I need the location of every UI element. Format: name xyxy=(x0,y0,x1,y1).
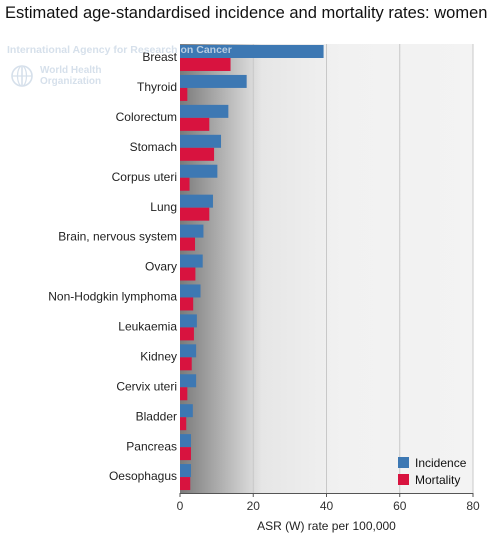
incidence-bar xyxy=(180,284,201,298)
chart-title: Estimated age-standardised incidence and… xyxy=(5,4,487,22)
legend-label-mortality: Mortality xyxy=(415,472,461,487)
mortality-bar xyxy=(180,297,194,311)
bars xyxy=(180,45,324,491)
legend-swatch-mortality xyxy=(398,474,409,485)
who-name-line1: World Health xyxy=(40,65,102,76)
mortality-bar xyxy=(180,267,196,281)
category-label: Breast xyxy=(142,50,177,64)
category-labels: Breast Thyroid Colorectum Stomach Corpus ute… xyxy=(48,50,177,483)
incidence-bar xyxy=(180,74,247,88)
x-tick-label: 60 xyxy=(393,499,407,513)
category-label: Non-Hodgkin lymphoma xyxy=(48,290,177,304)
category-label: Leukaemia xyxy=(118,320,177,334)
incidence-bar xyxy=(180,464,191,478)
category-label: Bladder xyxy=(136,409,177,423)
incidence-bar xyxy=(180,434,191,448)
mortality-bar xyxy=(180,117,210,131)
x-axis-label: ASR (W) rate per 100,000 xyxy=(257,519,396,533)
x-tick-label: 20 xyxy=(247,499,261,513)
category-label: Thyroid xyxy=(137,80,177,94)
legend: Incidence Mortality xyxy=(398,454,466,488)
category-label: Brain, nervous system xyxy=(58,230,177,244)
category-label: Colorectum xyxy=(116,110,177,124)
category-label: Kidney xyxy=(140,349,177,363)
incidence-bar xyxy=(180,134,222,148)
incidence-bar xyxy=(180,254,203,268)
category-label: Oesophagus xyxy=(109,469,177,483)
category-label: Lung xyxy=(150,200,177,214)
iarc-agency-name: International Agency for Research on Can… xyxy=(7,44,232,56)
mortality-bar xyxy=(180,327,194,341)
who-emblem-icon xyxy=(11,65,33,87)
x-tick-label: 0 xyxy=(177,499,184,513)
x-tick-label: 80 xyxy=(466,499,480,513)
who-logo: International Agency for Research on Can… xyxy=(4,44,232,94)
incidence-bar xyxy=(180,404,193,418)
mortality-bar xyxy=(180,237,196,251)
incidence-bar xyxy=(180,104,229,118)
category-label: Corpus uteri xyxy=(112,170,177,184)
mortality-bar xyxy=(180,58,231,71)
category-label: Pancreas xyxy=(126,439,177,453)
who-name-line2: Organization xyxy=(40,76,102,87)
incidence-bar xyxy=(180,224,204,238)
category-label: Stomach xyxy=(130,140,177,154)
mortality-bar xyxy=(180,147,215,161)
legend-item-incidence: Incidence xyxy=(398,454,466,471)
mortality-bar xyxy=(180,177,190,191)
category-label: Cervix uteri xyxy=(116,379,177,393)
mortality-bar xyxy=(180,87,188,101)
incidence-bar xyxy=(180,344,197,358)
mortality-bar xyxy=(180,477,191,491)
mortality-bar xyxy=(180,387,188,401)
legend-swatch-incidence xyxy=(398,457,409,468)
x-tick-labels: 0 20 40 60 80 xyxy=(177,493,480,513)
mortality-bar xyxy=(180,357,192,371)
legend-label-incidence: Incidence xyxy=(415,455,467,470)
category-label: Ovary xyxy=(145,260,177,274)
incidence-bar xyxy=(180,45,324,58)
mortality-bar xyxy=(180,417,187,431)
gridlines xyxy=(252,44,474,493)
mortality-bar xyxy=(180,447,191,461)
incidence-bar xyxy=(180,374,197,388)
incidence-bar xyxy=(180,194,213,208)
incidence-bar xyxy=(180,314,197,328)
mortality-bar xyxy=(180,207,210,221)
legend-item-mortality: Mortality xyxy=(398,471,466,488)
x-tick-label: 40 xyxy=(320,499,334,513)
incidence-bar xyxy=(180,164,218,178)
